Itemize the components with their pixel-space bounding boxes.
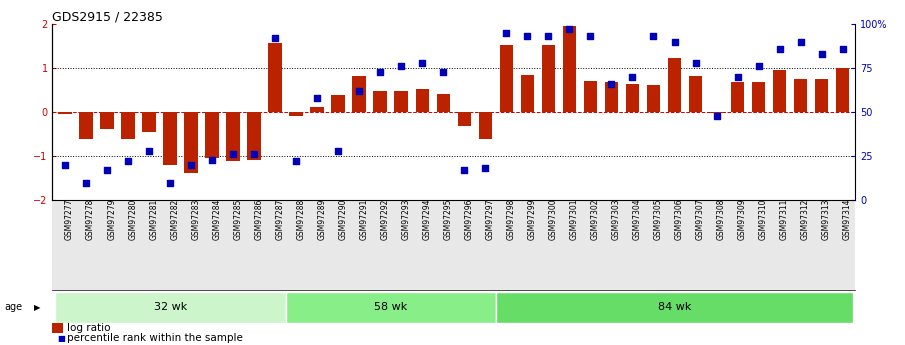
Bar bbox=[352, 76, 367, 112]
Point bbox=[331, 148, 346, 154]
Bar bbox=[563, 26, 576, 112]
Point bbox=[184, 162, 198, 168]
Bar bbox=[80, 112, 93, 139]
Point bbox=[500, 30, 514, 36]
Bar bbox=[584, 81, 597, 112]
Bar bbox=[395, 91, 408, 112]
Bar bbox=[647, 85, 661, 112]
FancyBboxPatch shape bbox=[496, 292, 853, 323]
Point bbox=[352, 88, 367, 94]
Bar bbox=[226, 112, 240, 160]
Bar bbox=[520, 75, 534, 112]
Bar bbox=[163, 112, 177, 165]
Point bbox=[415, 60, 430, 66]
Text: 58 wk: 58 wk bbox=[374, 302, 407, 312]
Point bbox=[646, 34, 661, 39]
Point bbox=[478, 166, 492, 171]
Point bbox=[520, 34, 535, 39]
Bar bbox=[58, 112, 71, 114]
Point bbox=[205, 157, 219, 162]
Text: log ratio: log ratio bbox=[67, 323, 110, 333]
Text: percentile rank within the sample: percentile rank within the sample bbox=[67, 334, 243, 343]
Bar bbox=[479, 112, 492, 139]
Bar bbox=[185, 112, 198, 173]
Bar bbox=[374, 91, 387, 112]
Bar bbox=[331, 95, 345, 112]
Point bbox=[394, 63, 408, 69]
Point bbox=[268, 36, 282, 41]
Bar bbox=[794, 79, 807, 112]
Point bbox=[541, 34, 556, 39]
Point bbox=[562, 27, 576, 32]
Bar bbox=[541, 45, 556, 112]
Bar bbox=[710, 112, 723, 113]
Bar bbox=[668, 58, 681, 112]
Point bbox=[667, 39, 681, 45]
Point bbox=[730, 74, 745, 80]
Text: 84 wk: 84 wk bbox=[658, 302, 691, 312]
Point bbox=[142, 148, 157, 154]
Point bbox=[689, 60, 703, 66]
Point bbox=[226, 151, 241, 157]
Point bbox=[625, 74, 640, 80]
Bar bbox=[625, 83, 639, 112]
Point bbox=[373, 69, 387, 75]
Text: age: age bbox=[5, 302, 23, 312]
Point bbox=[710, 113, 724, 118]
Bar bbox=[752, 82, 766, 112]
Point bbox=[289, 159, 303, 164]
Point bbox=[794, 39, 808, 45]
Point bbox=[100, 167, 114, 173]
Bar bbox=[247, 112, 261, 160]
Bar bbox=[436, 93, 450, 112]
Bar bbox=[836, 68, 850, 112]
Bar bbox=[689, 76, 702, 112]
Point bbox=[605, 81, 619, 87]
Text: GDS2915 / 22385: GDS2915 / 22385 bbox=[52, 10, 164, 23]
FancyBboxPatch shape bbox=[54, 292, 286, 323]
Bar bbox=[773, 70, 786, 112]
Point bbox=[772, 46, 786, 51]
Bar bbox=[814, 79, 828, 112]
Point bbox=[814, 51, 829, 57]
Bar bbox=[415, 89, 429, 112]
Point bbox=[58, 162, 72, 168]
Point bbox=[457, 167, 472, 173]
Bar bbox=[605, 82, 618, 112]
Point bbox=[121, 159, 136, 164]
Bar bbox=[290, 112, 303, 116]
Bar bbox=[310, 107, 324, 112]
Text: ▶: ▶ bbox=[34, 303, 41, 312]
Bar bbox=[269, 43, 282, 112]
Point bbox=[436, 69, 451, 75]
Bar bbox=[205, 112, 219, 158]
FancyBboxPatch shape bbox=[286, 292, 496, 323]
Point bbox=[247, 151, 262, 157]
Text: 32 wk: 32 wk bbox=[154, 302, 186, 312]
Bar bbox=[100, 112, 114, 129]
Bar bbox=[458, 112, 472, 126]
Point bbox=[163, 180, 177, 185]
Point bbox=[583, 34, 597, 39]
Point bbox=[79, 180, 93, 185]
Text: ■: ■ bbox=[57, 334, 65, 343]
Bar bbox=[730, 82, 745, 112]
Point bbox=[751, 63, 766, 69]
Bar bbox=[121, 112, 135, 139]
Point bbox=[310, 95, 325, 101]
Point bbox=[835, 46, 850, 51]
Bar bbox=[142, 112, 156, 132]
Bar bbox=[500, 45, 513, 112]
